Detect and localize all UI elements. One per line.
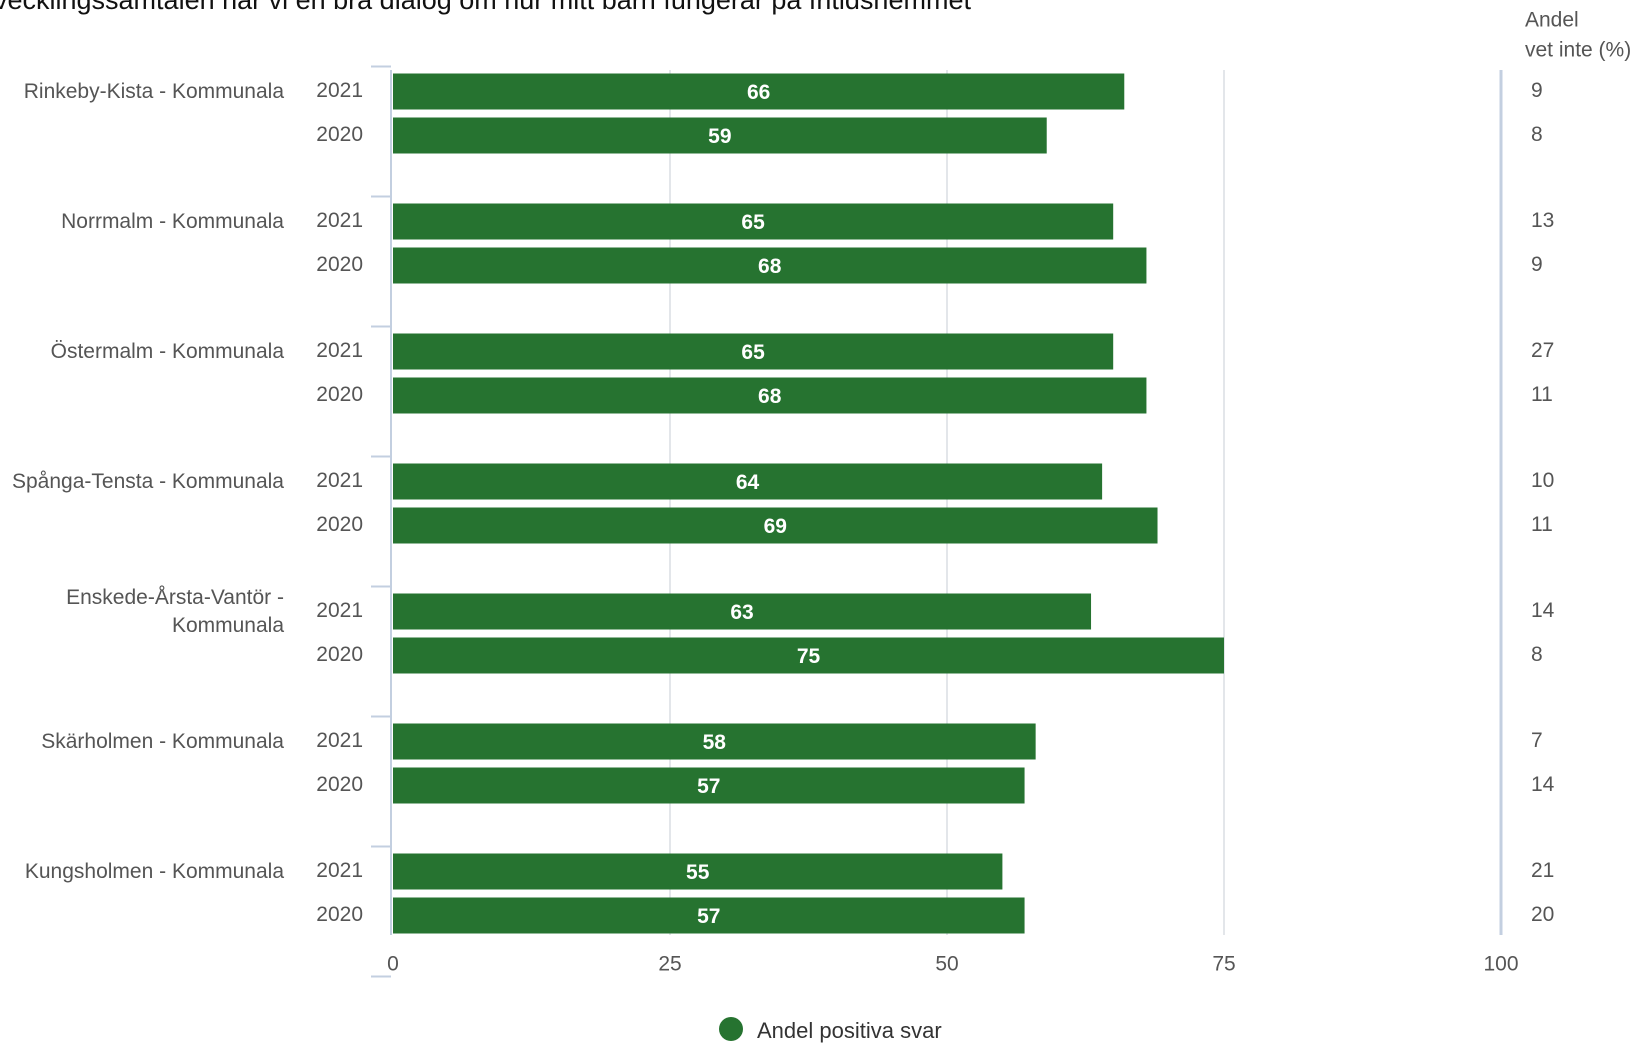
value-label: 65: [741, 341, 765, 364]
year-label: 2020: [316, 123, 363, 146]
value-label: 55: [686, 861, 710, 884]
year-label: 2020: [316, 513, 363, 536]
bar: [393, 723, 1036, 760]
category-label: Skärholmen - Kommunala: [41, 729, 284, 753]
right-column-value: 9: [1531, 253, 1543, 276]
right-column-value: 14: [1531, 599, 1555, 622]
right-column-value: 14: [1531, 773, 1555, 796]
year-label: 2021: [316, 209, 363, 232]
year-label: 2021: [316, 599, 363, 622]
year-label: 2020: [316, 253, 363, 276]
value-label: 66: [747, 81, 770, 104]
bar: [393, 507, 1158, 544]
bar: [393, 333, 1114, 370]
value-label: 69: [764, 515, 787, 538]
bar: [393, 767, 1025, 804]
category-label: Rinkeby-Kista - Kommunala: [23, 79, 284, 103]
bar: [393, 897, 1025, 934]
value-label: 75: [797, 645, 821, 668]
year-label: 2021: [316, 339, 363, 362]
column-title: Andel: [1525, 9, 1579, 32]
right-column-value: 11: [1531, 383, 1553, 406]
bar: [393, 593, 1092, 630]
bar: [393, 117, 1047, 154]
value-label: 64: [736, 471, 760, 494]
category-label: Östermalm - Kommunala: [50, 339, 284, 363]
year-label: 2020: [316, 903, 363, 926]
category-label: Spånga-Tensta - Kommunala: [12, 469, 284, 493]
bar: [393, 377, 1147, 414]
value-label: 65: [741, 211, 765, 234]
legend-marker: [719, 1017, 743, 1041]
right-column-value: 20: [1531, 903, 1554, 926]
value-label: 59: [708, 125, 731, 148]
category-label: Norrmalm - Kommunala: [61, 209, 284, 233]
bar: [393, 637, 1224, 674]
right-column-value: 8: [1531, 123, 1543, 146]
value-label: 63: [730, 601, 753, 624]
right-column-value: 8: [1531, 643, 1543, 666]
right-column-value: 27: [1531, 339, 1554, 362]
x-tick-label: 100: [1483, 953, 1518, 976]
year-label: 2020: [316, 643, 363, 666]
column-title: vet inte (%): [1525, 39, 1631, 62]
year-label: 2021: [316, 859, 363, 882]
year-label: 2020: [316, 383, 363, 406]
x-tick-label: 50: [935, 953, 958, 976]
value-label: 58: [703, 731, 727, 754]
right-column-value: 9: [1531, 79, 1543, 102]
value-label: 68: [758, 255, 782, 278]
x-tick-label: 25: [658, 953, 681, 976]
year-label: 2021: [316, 79, 363, 102]
right-column-value: 7: [1531, 729, 1543, 752]
year-label: 2021: [316, 729, 363, 752]
bar: [393, 463, 1103, 500]
year-label: 2020: [316, 773, 363, 796]
category-label: Kungsholmen - Kommunala: [24, 859, 284, 883]
value-label: 68: [758, 385, 782, 408]
legend-label: Andel positiva svar: [757, 1018, 942, 1043]
bar: [393, 853, 1003, 890]
year-label: 2021: [316, 469, 363, 492]
x-tick-label: 75: [1212, 953, 1235, 976]
right-column-value: 13: [1531, 209, 1554, 232]
right-column-value: 11: [1531, 513, 1553, 536]
category-label: Enskede-Årsta-Vantör - Kommunala: [66, 585, 284, 637]
value-label: 57: [697, 775, 720, 798]
bar: [393, 203, 1114, 240]
bar: [393, 73, 1125, 110]
chart-title: vecklingssamtalen har vi en bra dialog o…: [0, 0, 971, 15]
right-column-value: 21: [1531, 859, 1554, 882]
bar: [393, 247, 1147, 284]
value-label: 57: [697, 905, 720, 928]
x-tick-label: 0: [387, 953, 399, 976]
right-column-value: 10: [1531, 469, 1554, 492]
